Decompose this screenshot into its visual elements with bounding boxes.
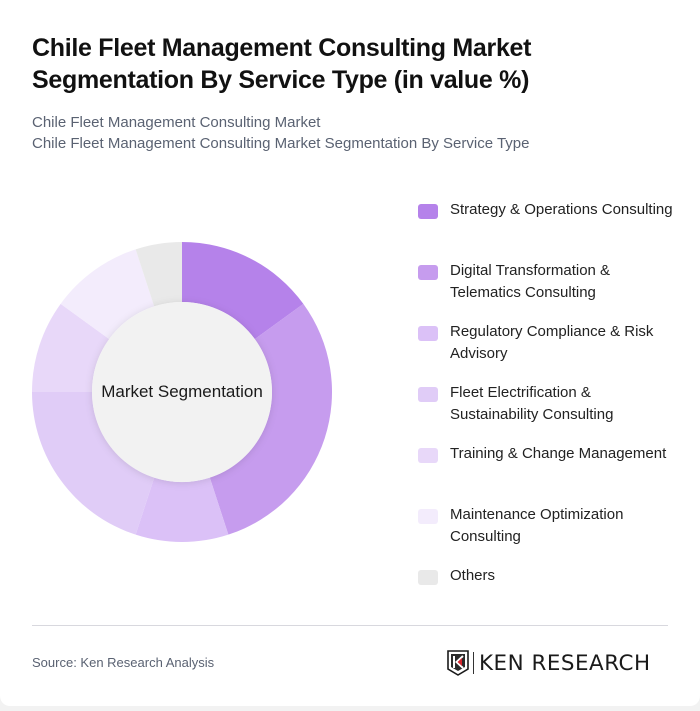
donut-slice[interactable]: Others: 5% xyxy=(135,242,182,307)
donut-slice[interactable]: Digital Transformation & Telematics Cons… xyxy=(209,303,332,535)
donut-slices: Strategy & Operations Consulting: 15%Dig… xyxy=(32,242,332,542)
donut-slice[interactable]: Fleet Electrification & Sustainability C… xyxy=(32,392,155,535)
subtitle: Chile Fleet Management Consulting Market… xyxy=(32,112,672,154)
donut-svg: Strategy & Operations Consulting: 15%Dig… xyxy=(32,242,332,542)
legend-swatch-icon xyxy=(418,448,438,463)
donut-center-label: Market Segmentation xyxy=(101,382,263,401)
legend-item-others[interactable]: Others xyxy=(418,565,678,587)
page-title: Chile Fleet Management Consulting Market… xyxy=(32,32,652,96)
legend-label: Strategy & Operations Consulting xyxy=(450,201,673,218)
legend-item-maintenance-optimization[interactable]: Maintenance Optimization Consulting xyxy=(418,504,678,565)
legend-label: Fleet Electrification & Sustainability C… xyxy=(450,384,614,423)
legend-item-strategy-operations[interactable]: Strategy & Operations Consulting xyxy=(418,199,678,260)
legend-label: Maintenance Optimization Consulting xyxy=(450,506,624,545)
footer-divider xyxy=(32,625,668,626)
legend-item-training-change[interactable]: Training & Change Management xyxy=(418,443,678,504)
ken-research-logo: KEN RESEARCH xyxy=(447,649,650,677)
donut-slice[interactable]: Strategy & Operations Consulting: 15% xyxy=(182,242,304,340)
donut-slice[interactable]: Maintenance Optimization Consulting: 10% xyxy=(60,249,155,340)
legend-swatch-icon xyxy=(418,570,438,585)
source-note: Source: Ken Research Analysis xyxy=(32,655,215,670)
legend-item-digital-transformation[interactable]: Digital Transformation & Telematics Cons… xyxy=(418,260,678,321)
donut-chart: Strategy & Operations Consulting: 15%Dig… xyxy=(0,180,380,610)
donut-slice[interactable]: Regulatory Compliance & Risk Advisory: 1… xyxy=(135,477,229,542)
legend-swatch-icon xyxy=(418,326,438,341)
title-line-1: Chile Fleet Management Consulting Market xyxy=(32,34,532,62)
legend-label: Digital Transformation & Telematics Cons… xyxy=(450,262,611,301)
title-line-2: Segmentation By Service Type (in value %… xyxy=(32,66,530,94)
chart-legend: Strategy & Operations Consulting Digital… xyxy=(418,199,678,587)
donut-slice[interactable]: Training & Change Management: 10% xyxy=(32,303,110,392)
legend-label: Others xyxy=(450,567,496,584)
legend-item-regulatory-compliance[interactable]: Regulatory Compliance & Risk Advisory xyxy=(418,321,678,382)
ken-research-shield-icon xyxy=(447,650,469,676)
subtitle-line-1: Chile Fleet Management Consulting Market xyxy=(32,114,321,131)
subtitle-line-2: Chile Fleet Management Consulting Market… xyxy=(32,135,530,152)
legend-label: Regulatory Compliance & Risk Advisory xyxy=(450,323,654,362)
donut-hole xyxy=(92,302,272,482)
logo-text: KEN RESEARCH xyxy=(479,651,651,675)
legend-item-fleet-electrification[interactable]: Fleet Electrification & Sustainability C… xyxy=(418,382,678,443)
legend-swatch-icon xyxy=(418,204,438,219)
legend-swatch-icon xyxy=(418,265,438,280)
legend-swatch-icon xyxy=(418,387,438,402)
logo-separator xyxy=(473,652,474,674)
legend-swatch-icon xyxy=(418,509,438,524)
legend-label: Training & Change Management xyxy=(450,445,667,462)
